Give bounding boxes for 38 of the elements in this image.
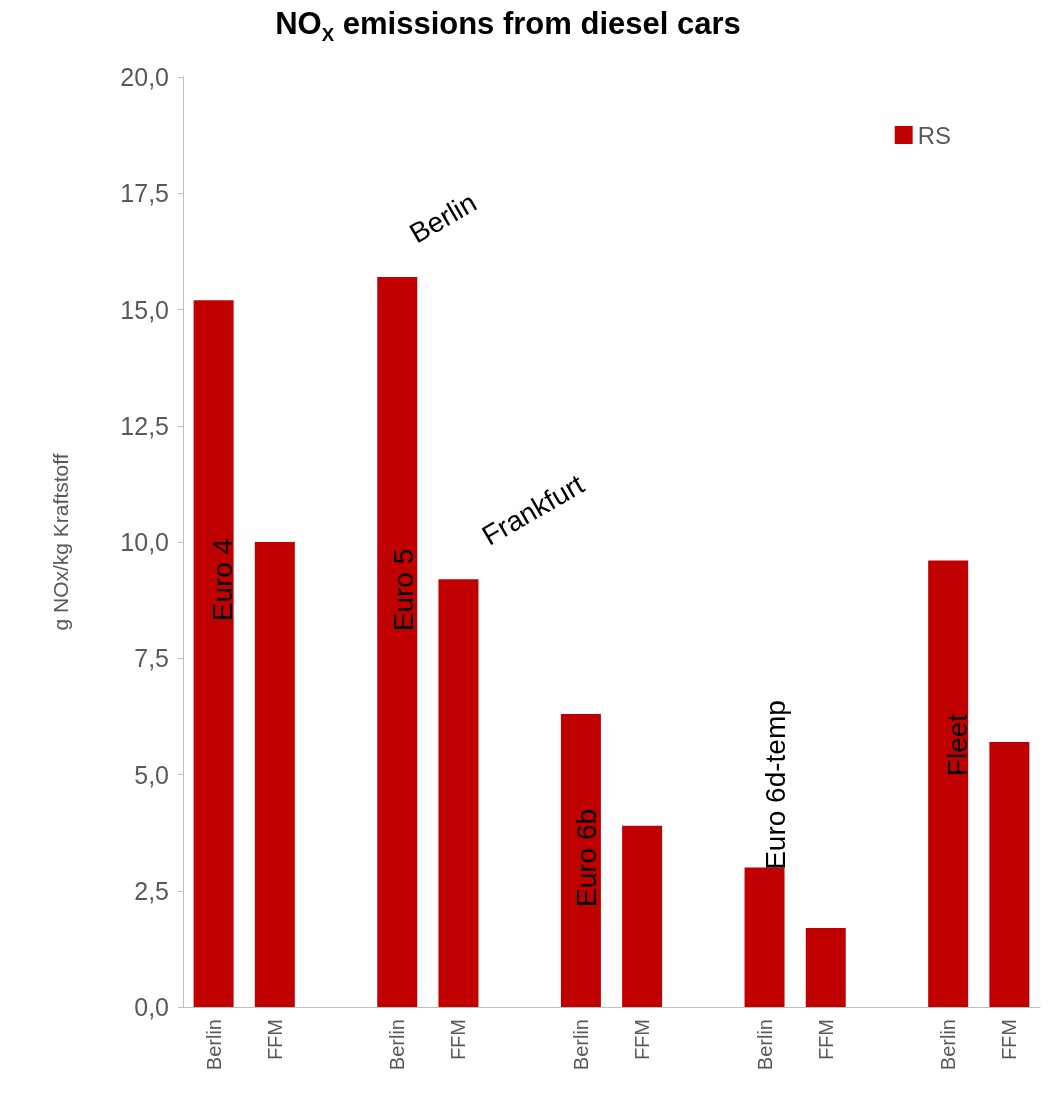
y-tick-label: 10,0 (120, 528, 169, 556)
x-tick-label: FFM (814, 1019, 837, 1061)
legend-label: RS (917, 121, 951, 149)
bar (193, 300, 234, 1007)
y-tick-label: 5,0 (134, 760, 169, 789)
y-tick-label: 2,5 (134, 876, 169, 905)
bar (560, 714, 601, 1007)
annotation: Euro 5 (387, 548, 419, 632)
bar (928, 560, 969, 1007)
bar (377, 276, 418, 1007)
bar (989, 741, 1030, 1007)
annotation: Fleet (941, 713, 973, 777)
y-tick-label: 15,0 (120, 295, 169, 324)
x-tick-label: Berlin (753, 1019, 776, 1071)
x-tick-label: Berlin (202, 1019, 225, 1071)
y-tick-label: 12,5 (120, 411, 169, 440)
x-tick-label: FFM (998, 1019, 1021, 1061)
x-tick-label: FFM (263, 1019, 286, 1061)
chart-title: NO$_{X}$ emissions from diesel cars (274, 6, 742, 47)
y-tick-label: 17,5 (120, 179, 169, 208)
x-tick-label: Berlin (386, 1019, 409, 1071)
annotation: Euro 4 (206, 538, 238, 622)
y-tick-label: 7,5 (134, 644, 169, 673)
y-tick-label: 20,0 (120, 63, 169, 91)
bar (438, 579, 479, 1007)
bar (805, 927, 846, 1007)
x-tick-label: FFM (631, 1019, 654, 1061)
annotation: Euro 6b (570, 808, 602, 908)
bar (254, 542, 295, 1007)
x-tick-label: Berlin (569, 1019, 592, 1071)
x-tick-label: FFM (447, 1019, 470, 1061)
y-axis-title: g NOx/kg Kraftstoff (49, 453, 72, 631)
annotation: Berlin (404, 186, 482, 250)
y-tick-label: 0,0 (134, 993, 169, 1021)
x-tick-label: Berlin (937, 1019, 960, 1071)
bar (622, 825, 663, 1007)
annotation: Euro 6d-temp (759, 700, 791, 870)
bar (744, 867, 785, 1007)
